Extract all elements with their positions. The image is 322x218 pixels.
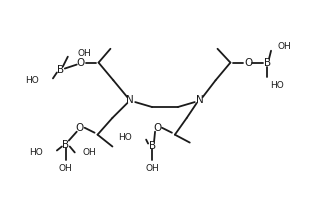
Text: OH: OH	[278, 42, 292, 51]
Text: HO: HO	[25, 76, 39, 85]
Text: OH: OH	[83, 148, 96, 157]
Text: HO: HO	[270, 81, 284, 90]
Text: HO: HO	[118, 133, 132, 142]
Text: HO: HO	[29, 148, 43, 157]
Text: OH: OH	[78, 49, 91, 58]
Text: OH: OH	[145, 164, 159, 173]
Text: N: N	[196, 95, 204, 105]
Text: OH: OH	[59, 164, 73, 173]
Text: O: O	[77, 58, 85, 68]
Text: O: O	[244, 58, 252, 68]
Text: O: O	[76, 123, 84, 133]
Text: B: B	[263, 58, 270, 68]
Text: B: B	[148, 141, 156, 150]
Text: N: N	[127, 95, 134, 105]
Text: O: O	[153, 123, 161, 133]
Text: B: B	[57, 65, 64, 75]
Text: B: B	[62, 140, 69, 150]
